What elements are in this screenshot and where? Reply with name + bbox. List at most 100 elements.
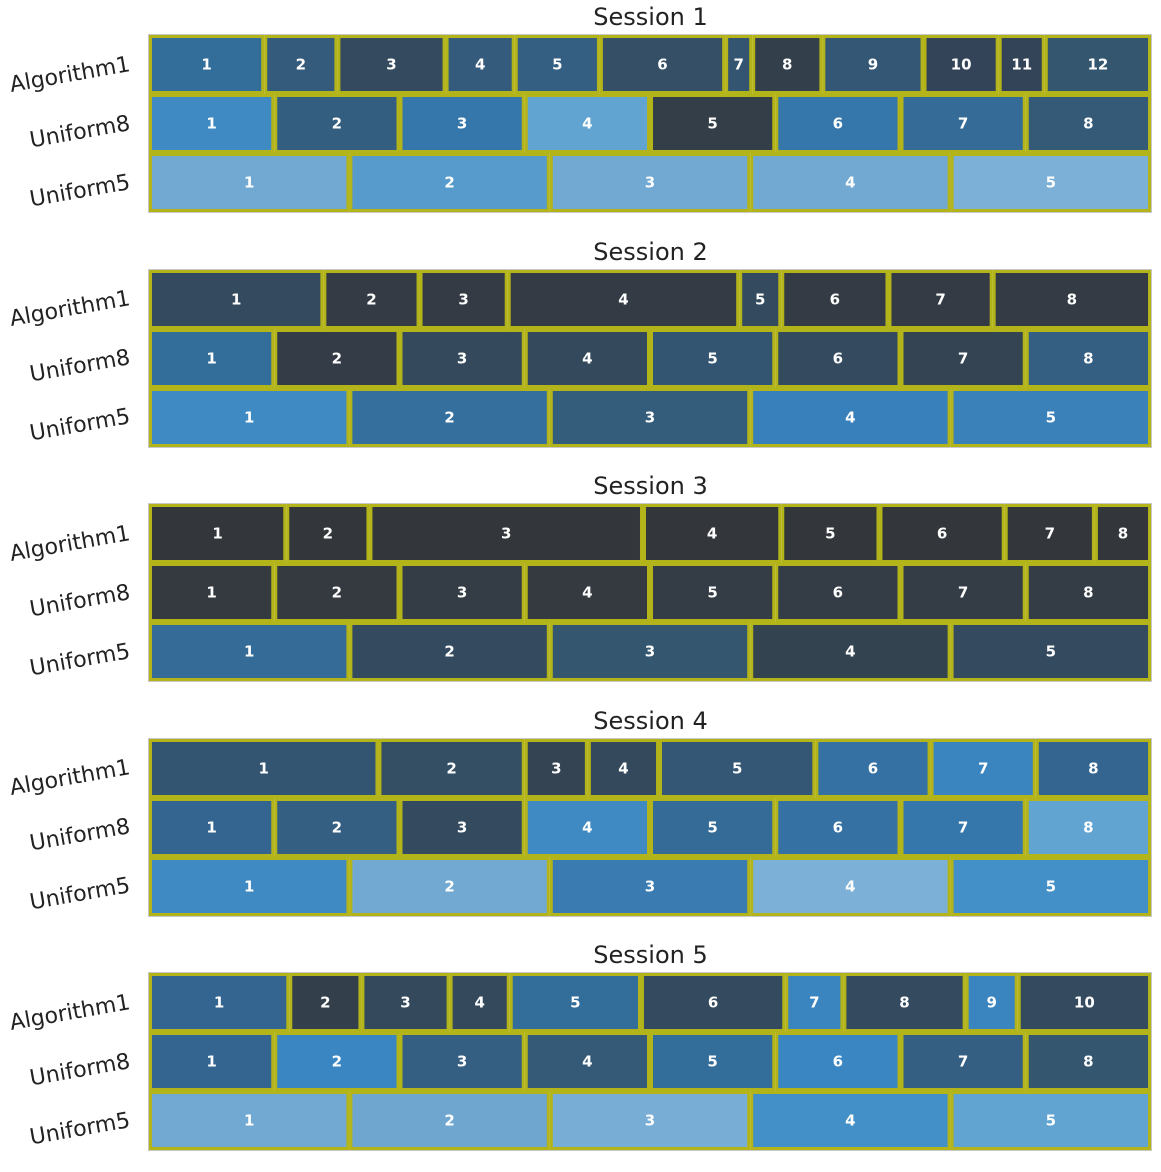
segment-label: 4	[618, 759, 628, 777]
segment-label: 8	[899, 994, 909, 1012]
segment-bar	[750, 1091, 951, 1150]
segment-bar	[419, 269, 508, 329]
segment-label: 6	[868, 759, 878, 777]
segment-label: 3	[458, 290, 468, 308]
segment: 7	[785, 973, 844, 1032]
row-label: Uniform5	[27, 638, 133, 681]
segment: 1	[149, 94, 275, 153]
segment-bar	[1004, 504, 1095, 563]
segment-bar	[323, 269, 420, 329]
segment-bar	[449, 973, 510, 1032]
segment: 2	[349, 387, 550, 447]
segment: 4	[507, 269, 740, 329]
segment: 8	[752, 35, 823, 94]
segment-label: 3	[645, 174, 655, 192]
segment-label: 8	[1083, 115, 1093, 133]
row-label: Algorithm1	[7, 286, 133, 332]
segment-bar	[349, 1091, 550, 1150]
segment: 4	[642, 504, 782, 563]
segment: 9	[965, 973, 1018, 1032]
segment-label: 7	[733, 56, 743, 74]
segment-label: 5	[707, 115, 717, 133]
segment: 2	[274, 563, 400, 622]
segment-label: 5	[1046, 877, 1056, 895]
segment: 2	[274, 94, 400, 153]
segment: 6	[599, 35, 726, 94]
segment-bar	[399, 563, 525, 622]
segment-bar	[1025, 563, 1151, 622]
segment-label: 4	[582, 584, 592, 602]
segment: 6	[781, 269, 889, 329]
segment-bar	[992, 269, 1151, 329]
segment: 4	[750, 856, 951, 916]
segment-label: 6	[833, 349, 843, 367]
segment-bar	[785, 973, 844, 1032]
segment-label: 3	[645, 1112, 655, 1130]
segment-bar	[750, 387, 951, 447]
row-label: Uniform5	[27, 1107, 133, 1150]
segment-label: 1	[206, 1053, 216, 1071]
segment: 8	[1025, 94, 1151, 153]
segment: 4	[524, 563, 650, 622]
segment-label: 5	[707, 1053, 717, 1071]
segment: 3	[549, 856, 751, 916]
segment-bar	[274, 563, 400, 622]
segment-label: 1	[206, 818, 216, 836]
segment: 5	[781, 504, 880, 563]
segment-bar	[750, 856, 951, 916]
segment: 8	[1025, 563, 1151, 622]
segment-bar	[965, 973, 1018, 1032]
segment-bar	[274, 797, 400, 857]
segment-label: 9	[986, 994, 996, 1012]
segment-bar	[950, 1091, 1151, 1150]
segment-bar	[337, 35, 446, 94]
segment-label: 6	[833, 1053, 843, 1071]
plot-area: 1 2 3 4 5 6 7 8 9 10 11 12 1 2 3 4 5 6 7 8 1 2 3 4 5	[148, 34, 1152, 213]
segment-bar	[274, 1032, 400, 1091]
segment: 4	[750, 1091, 951, 1150]
row-label: Algorithm1	[7, 989, 133, 1036]
segment: 8	[1025, 328, 1151, 388]
segment-bar	[775, 94, 901, 153]
segment-bar	[659, 738, 816, 798]
segment-label: 6	[830, 290, 840, 308]
segment-label: 10	[951, 56, 972, 74]
segment-bar	[507, 269, 740, 329]
segment-label: 2	[332, 1053, 342, 1071]
segment-label: 1	[244, 877, 254, 895]
row-label: Uniform8	[27, 1048, 133, 1091]
segment-label: 7	[958, 584, 968, 602]
segment-label: 8	[1083, 818, 1093, 836]
segment: 10	[923, 35, 999, 94]
segment: 1	[149, 856, 350, 916]
segment-bar	[399, 328, 525, 388]
segment-bar	[399, 797, 525, 857]
segment-bar	[900, 328, 1026, 388]
segment: 1	[149, 153, 350, 212]
segment: 2	[274, 328, 400, 388]
segment-label: 3	[457, 818, 467, 836]
row-label: Uniform8	[27, 814, 133, 857]
segment: 7	[900, 1032, 1026, 1091]
segment: 1	[149, 328, 275, 388]
segment-bar	[998, 35, 1045, 94]
segment-label: 4	[582, 349, 592, 367]
segment-label: 4	[582, 1053, 592, 1071]
segment-bar	[1025, 1032, 1151, 1091]
segment-label: 10	[1074, 994, 1095, 1012]
segment: 2	[286, 504, 370, 563]
segment: 1	[149, 387, 350, 447]
segment: 2	[349, 153, 550, 212]
segment-label: 1	[206, 584, 216, 602]
segment-bar	[549, 1091, 751, 1150]
segment-bar	[524, 1032, 650, 1091]
row-label: Algorithm1	[7, 755, 133, 801]
segment-label: 4	[707, 525, 717, 543]
segment-bar	[549, 153, 751, 212]
segment: 6	[640, 973, 786, 1032]
segment-bar	[587, 738, 660, 798]
segment-label: 4	[474, 994, 484, 1012]
segment-label: 4	[475, 56, 485, 74]
segment-bar	[1044, 35, 1151, 94]
segment-label: 8	[782, 56, 792, 74]
